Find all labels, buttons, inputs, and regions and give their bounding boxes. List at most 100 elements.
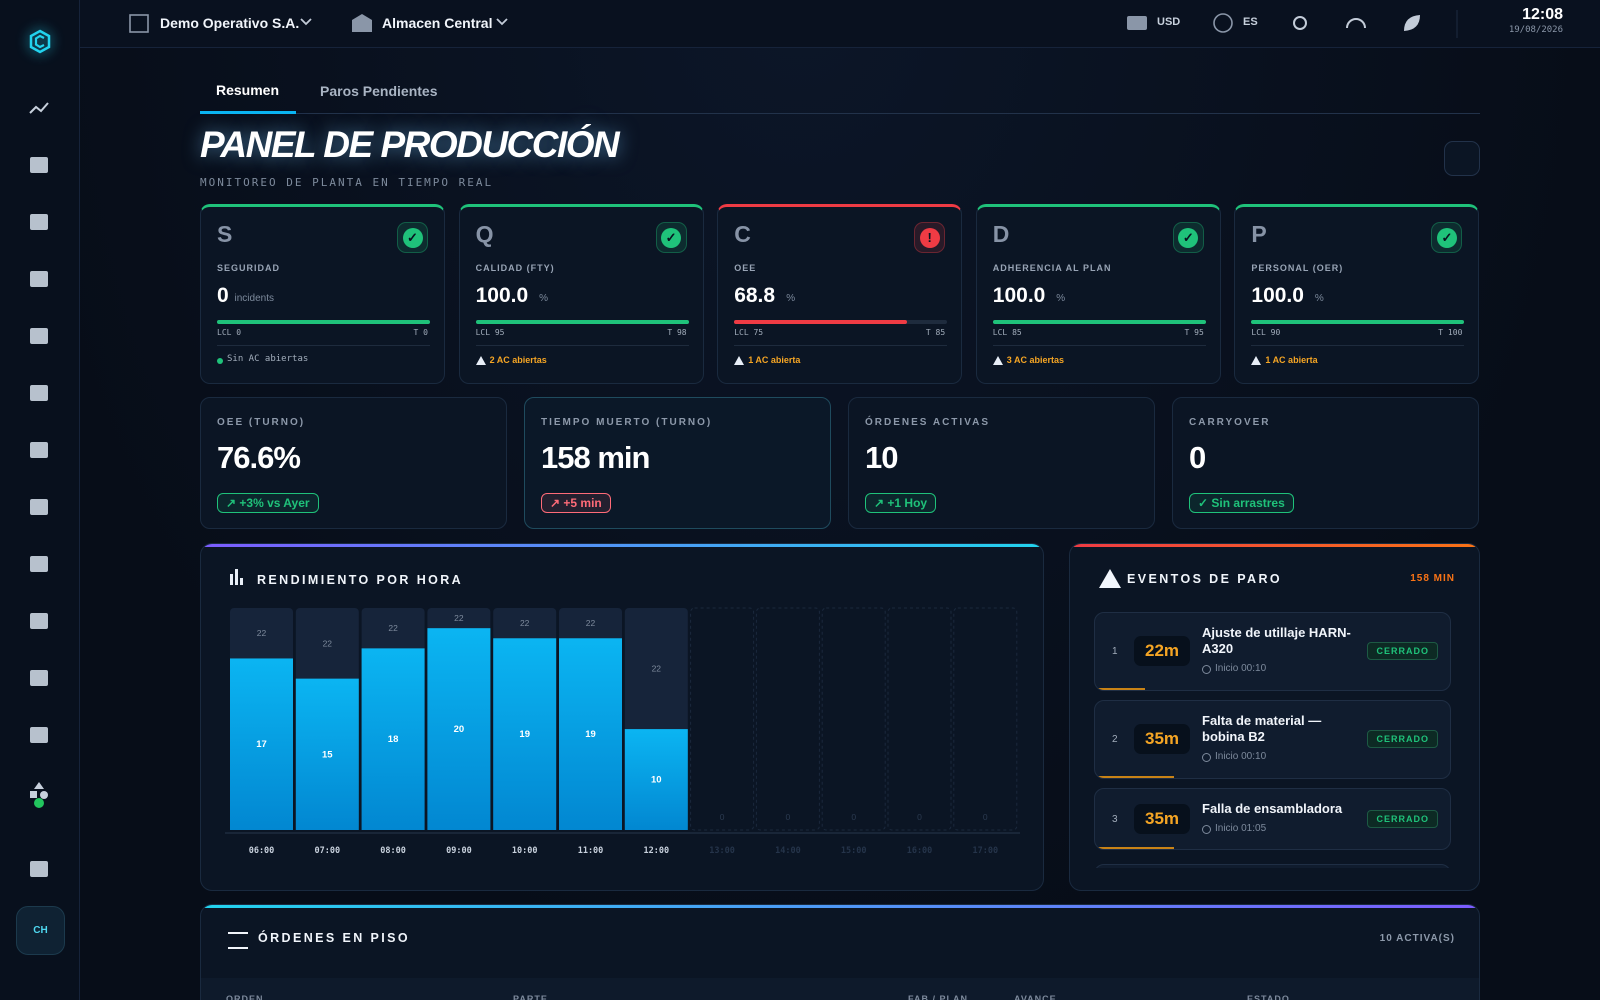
warehouse-select[interactable]: Almacen Central <box>382 15 493 31</box>
progress-track <box>1251 320 1465 324</box>
event-status: CERRADO <box>1367 810 1438 828</box>
currency-select[interactable]: USD <box>1157 16 1181 28</box>
kpi-value: 158 min <box>541 440 650 475</box>
column-header: FAB / PLAN <box>908 994 969 1000</box>
nav-icon[interactable] <box>30 556 48 572</box>
nav-icon[interactable] <box>30 782 48 808</box>
language-icon <box>1213 13 1233 33</box>
nav-icon[interactable] <box>30 214 48 230</box>
progress-track <box>475 320 689 324</box>
lcl-label: LCL 95 <box>475 328 505 337</box>
warehouse-icon <box>352 14 372 32</box>
sqdcp-unit: incidents <box>234 293 274 304</box>
sqdcp-letter: Q <box>475 221 494 247</box>
kpi-card: ÓRDENES ACTIVAS 10 ↗ +1 Hoy <box>848 397 1155 529</box>
sqdcp-label: PERSONAL (OER) <box>1251 263 1344 273</box>
sqdcp-note: 3 AC abiertas <box>1006 355 1064 365</box>
x-tick-label: 14:00 <box>775 846 801 856</box>
theme-toggle[interactable] <box>1293 16 1307 30</box>
eco-icon[interactable] <box>1404 15 1420 31</box>
divider <box>734 345 948 346</box>
nav-glyph <box>34 782 44 789</box>
nav-icon[interactable] <box>30 157 48 173</box>
chart-icon <box>240 578 243 585</box>
sqdcp-label: CALIDAD (FTY) <box>475 263 555 273</box>
refresh-button[interactable] <box>1444 141 1480 176</box>
tab[interactable]: Paros Pendientes <box>320 83 438 99</box>
status-icon: ✓ <box>661 227 682 248</box>
company-select[interactable]: Demo Operativo S.A. <box>160 15 300 31</box>
nav-icon[interactable] <box>29 102 49 114</box>
events-list: 1 22m Ajuste de utillaje HARN-A320 Inicio 0… <box>1094 612 1451 868</box>
support-icon[interactable] <box>1346 18 1366 29</box>
bar-value-label: 20 <box>454 724 465 735</box>
event-card[interactable]: 2 35m Falta de material — bobina B2 Inicio … <box>1094 700 1451 779</box>
nav-icon[interactable] <box>30 727 48 743</box>
column-header: AVANCE <box>1014 994 1057 1000</box>
note-dot <box>217 358 223 364</box>
kpi-badge: ↗ +1 Hoy <box>865 493 937 513</box>
target-label: 22 <box>586 618 596 628</box>
column-header: ORDEN <box>226 994 264 1000</box>
bar-value-label: 19 <box>585 729 596 740</box>
event-index: 2 <box>1112 734 1118 745</box>
x-tick-label: 17:00 <box>973 846 999 856</box>
sqdcp-value: 100.0 <box>1251 284 1304 307</box>
status-badge: ✓ <box>397 222 428 253</box>
clock-icon <box>1202 665 1211 674</box>
nav-icon[interactable] <box>30 271 48 287</box>
empty-column <box>690 607 755 831</box>
kpi-card: OEE (TURNO) 76.6% ↗ +3% vs Ayer <box>200 397 507 529</box>
kpi-value: 76.6% <box>217 440 301 475</box>
event-card[interactable]: 3 35m Falla de ensambladora Inicio 01:05 CER… <box>1094 788 1451 850</box>
clock-date: 19/08/2026 <box>1508 25 1563 35</box>
logo <box>29 29 51 54</box>
event-index: 1 <box>1112 646 1118 657</box>
sqdcp-card: C! OEE 68.8% LCL 75 T 85 1 AC abierta <box>717 204 963 384</box>
target-label: 22 <box>388 623 398 633</box>
bar-value-label: 0 <box>720 812 725 822</box>
nav-glyph <box>30 442 48 458</box>
kpi-card: TIEMPO MUERTO (TURNO) 158 min ↗ +5 min <box>524 397 831 529</box>
event-progress <box>1095 688 1145 690</box>
tab[interactable]: Resumen <box>216 82 280 98</box>
bar-value-label: 18 <box>388 734 399 745</box>
language-select[interactable]: ES <box>1243 16 1258 28</box>
nav-icon[interactable] <box>30 328 48 344</box>
bar <box>427 628 491 830</box>
event-card[interactable]: 1 22m Ajuste de utillaje HARN-A320 Inicio 0… <box>1094 612 1451 691</box>
nav-icon[interactable] <box>30 861 48 877</box>
nav-icon[interactable] <box>30 670 48 686</box>
bar <box>559 638 622 830</box>
orders-count: 10 ACTIVA(S) <box>1379 933 1455 944</box>
nav-icon[interactable] <box>30 613 48 629</box>
sqdcp-label: ADHERENCIA AL PLAN <box>992 263 1112 273</box>
divider <box>1251 345 1465 346</box>
sqdcp-note: 2 AC abiertas <box>489 355 547 365</box>
user-avatar[interactable]: CH <box>16 906 65 955</box>
nav-icon[interactable] <box>30 442 48 458</box>
bar-value-label: 19 <box>519 729 530 740</box>
currency-icon <box>1127 16 1147 30</box>
logo-inner <box>34 34 45 49</box>
bar-value-label: 0 <box>983 812 988 822</box>
events-panel: EVENTOS DE PARO 158 MIN 1 22m Ajuste de util… <box>1069 543 1480 891</box>
bar-value-label: 0 <box>917 812 922 822</box>
sqdcp-unit: % <box>539 293 548 304</box>
kpi-value: 10 <box>865 440 898 475</box>
event-start: Inicio 01:05 <box>1215 823 1267 834</box>
nav-glyph <box>30 214 48 230</box>
lcl-label: LCL 75 <box>734 328 764 337</box>
nav-icon[interactable] <box>30 499 48 515</box>
nav-icon[interactable] <box>30 385 48 401</box>
status-dot <box>34 798 44 808</box>
chart-title: RENDIMIENTO POR HORA <box>257 573 463 587</box>
nav-glyph <box>30 556 48 572</box>
progress-bar <box>1251 320 1465 324</box>
kpi-label: ÓRDENES ACTIVAS <box>865 417 991 428</box>
sqdcp-card: S ✓ SEGURIDAD 0 incidents LCL 0 T 0 Sin AC abie… <box>200 204 445 384</box>
clock-icon <box>1202 825 1211 834</box>
kpi-label: CARRYOVER <box>1189 417 1271 428</box>
